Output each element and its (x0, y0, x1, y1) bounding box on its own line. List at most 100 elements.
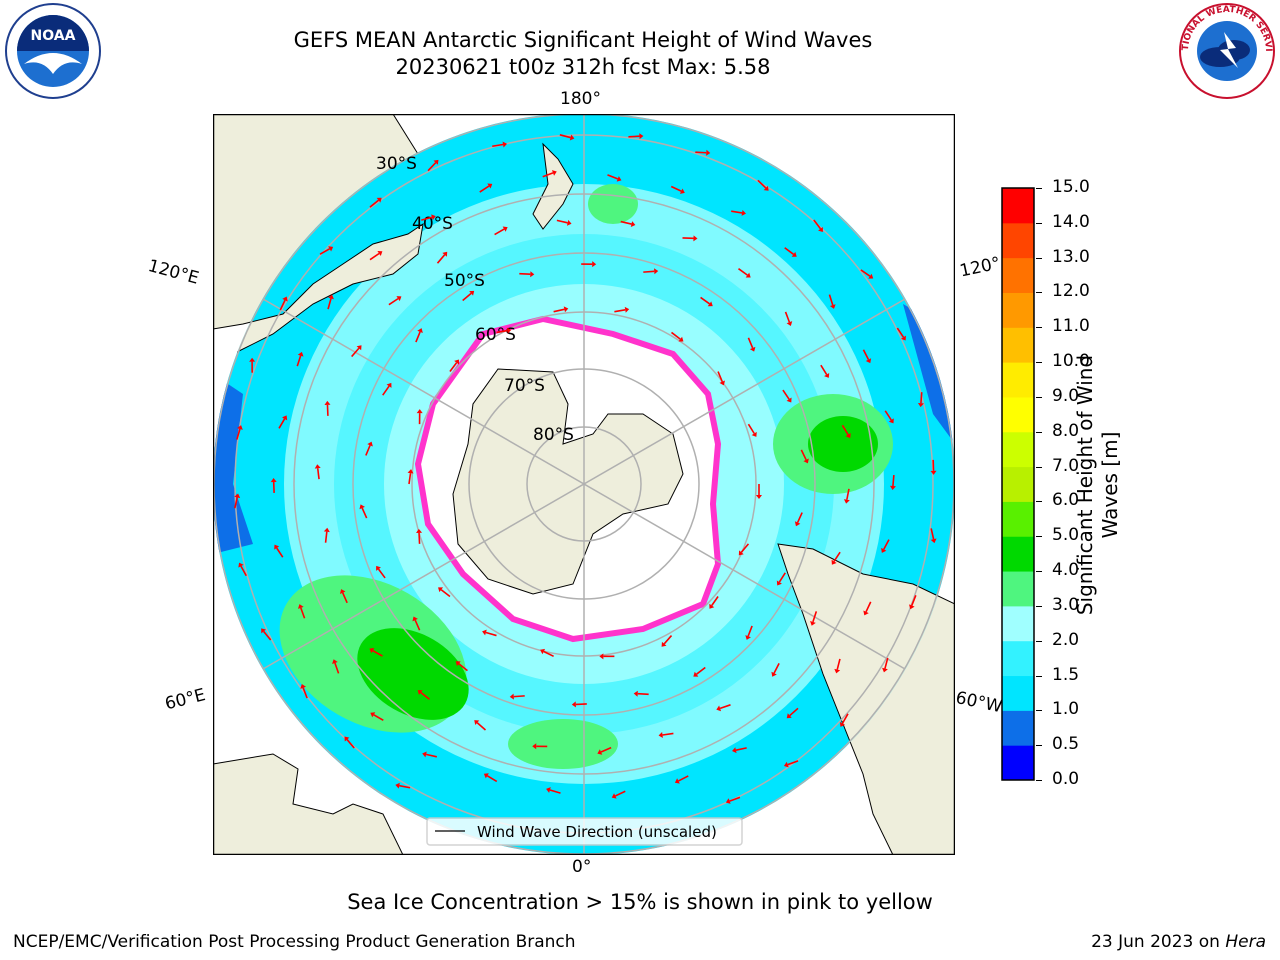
wave-arrow-shaft (458, 663, 468, 672)
colorbar-cell (1002, 466, 1034, 502)
wave-arrow-head (845, 433, 851, 439)
wave-arrow-head (745, 635, 751, 640)
wave-arrow-head (834, 668, 841, 674)
wave-arrow-shaft (812, 611, 818, 623)
wave-arrow-head (824, 372, 830, 378)
wave-arrow-shaft (542, 172, 554, 178)
wave-arrow-head (532, 743, 537, 750)
wave-arrow-head (693, 671, 699, 677)
lon-label-0: 0° (572, 857, 592, 877)
wave-arrow-head (238, 562, 244, 568)
wave-arrow-head (716, 705, 722, 712)
wave-arrow-head (249, 357, 256, 362)
wave-direction-arrows (234, 133, 937, 804)
colorbar-cell (1002, 327, 1034, 363)
colorbar-cell (1002, 188, 1034, 224)
wave-arrow-head (783, 761, 789, 768)
wave-arrow-head (261, 628, 266, 634)
lon-label-180: 180° (560, 89, 601, 109)
colorbar-cell (1002, 745, 1034, 781)
wave-arrow-shaft (559, 134, 571, 139)
wave-arrow-shaft (449, 362, 458, 372)
wave-arrow-shaft (729, 796, 741, 802)
wave-arrow-shaft (302, 687, 308, 699)
wave-arrow-head (359, 504, 365, 510)
wave-arrow-shaft (278, 418, 286, 429)
wave-arrow-shaft (240, 565, 247, 577)
wave-arrow-head (791, 251, 797, 257)
wave-arrow-shaft (747, 337, 754, 349)
wave-arrow-head (616, 176, 622, 182)
colorbar-tick-label: 5.0 (1052, 525, 1080, 546)
colorbar-cell (1002, 675, 1034, 711)
colorbar-tick-mark (1036, 327, 1042, 329)
wave-arrow-head (624, 306, 630, 313)
wave-arrow-head (745, 272, 751, 278)
lon-label-60e: 60°E (163, 685, 208, 715)
colorbar-tick-mark (1036, 431, 1042, 433)
colorbar-cell (1002, 605, 1034, 642)
colorbar-tick-mark (1036, 571, 1042, 573)
wave-arrow-shaft (719, 704, 731, 710)
wave-arrow-shaft (476, 722, 487, 731)
wave-arrow-shaft (415, 331, 421, 343)
wave-arrow-head (882, 667, 888, 673)
wave-arrow-head (454, 359, 459, 365)
colorbar-tick-label: 4.0 (1052, 560, 1080, 581)
wave-arrow-shaft (796, 512, 803, 523)
wave-arrow-shaft (789, 707, 799, 717)
colorbar-title-line2: Waves [m] (1098, 431, 1122, 539)
colorbar-cell (1002, 536, 1034, 572)
lon-label-120e: 120°E (145, 256, 201, 289)
wave-arrow-shaft (334, 662, 340, 674)
wave-arrow-head (709, 603, 715, 609)
colorbar-tick-mark (1036, 362, 1042, 364)
wave-arrow-head (639, 133, 644, 140)
wave-arrow-shaft (494, 228, 505, 236)
wave-arrow-head (843, 499, 850, 504)
nws-logo: NATIONAL WEATHER SERVICE (1174, 0, 1276, 100)
legend: Wind Wave Direction (unscaled) (426, 817, 743, 846)
wave-arrow-shaft (369, 252, 380, 261)
wave-arrow-head (679, 188, 685, 194)
wave-arrow-head (908, 604, 915, 610)
wave-arrow-shaft (399, 784, 411, 789)
wave-arrow-shaft (427, 162, 437, 172)
wave-arrow-shaft (549, 789, 561, 794)
wave-arrow-shaft (319, 248, 331, 255)
wave-arrow-shaft (492, 143, 504, 148)
wave-arrow-head (376, 565, 381, 571)
colorbar-cell (1002, 222, 1034, 259)
wave-arrow-head (930, 470, 937, 475)
wave-arrow-shaft (740, 543, 750, 553)
wave-arrow-shaft (513, 695, 525, 698)
wave-arrow-head (407, 469, 414, 474)
lat-label-50s: 50°S (444, 271, 485, 291)
noaa-logo-text: NOAA (31, 28, 76, 44)
wave-arrow-head (763, 185, 769, 191)
wave-arrow-head (900, 335, 906, 341)
wave-arrow-head (611, 793, 617, 799)
wave-arrow-shaft (496, 329, 508, 334)
colorbar-tick-mark (1036, 292, 1042, 294)
wave-arrow-head (282, 296, 288, 302)
colorbar-tick-mark (1036, 675, 1042, 677)
wave-arrow-head (332, 659, 338, 664)
wave-arrow-shaft (782, 389, 790, 400)
wave-arrow-head (344, 736, 350, 742)
wave-arrow-head (749, 346, 756, 352)
wave-arrow-head (270, 477, 277, 483)
wave-arrow-shaft (628, 135, 640, 138)
wave-arrow-shaft (600, 746, 612, 753)
wave-arrow-shaft (663, 635, 673, 645)
wave-arrow-shaft (700, 296, 710, 305)
colorbar-tick-mark (1036, 188, 1042, 189)
wave-arrow-shaft (773, 662, 780, 674)
wave-arrow-shaft (436, 254, 446, 264)
wave-arrow-head (732, 747, 737, 754)
wave-arrow-head (417, 690, 423, 695)
wave-arrow-head (706, 149, 711, 156)
wave-arrow-shaft (351, 347, 360, 358)
wave-arrow-head (483, 773, 489, 779)
wave-arrow-head (597, 749, 603, 755)
